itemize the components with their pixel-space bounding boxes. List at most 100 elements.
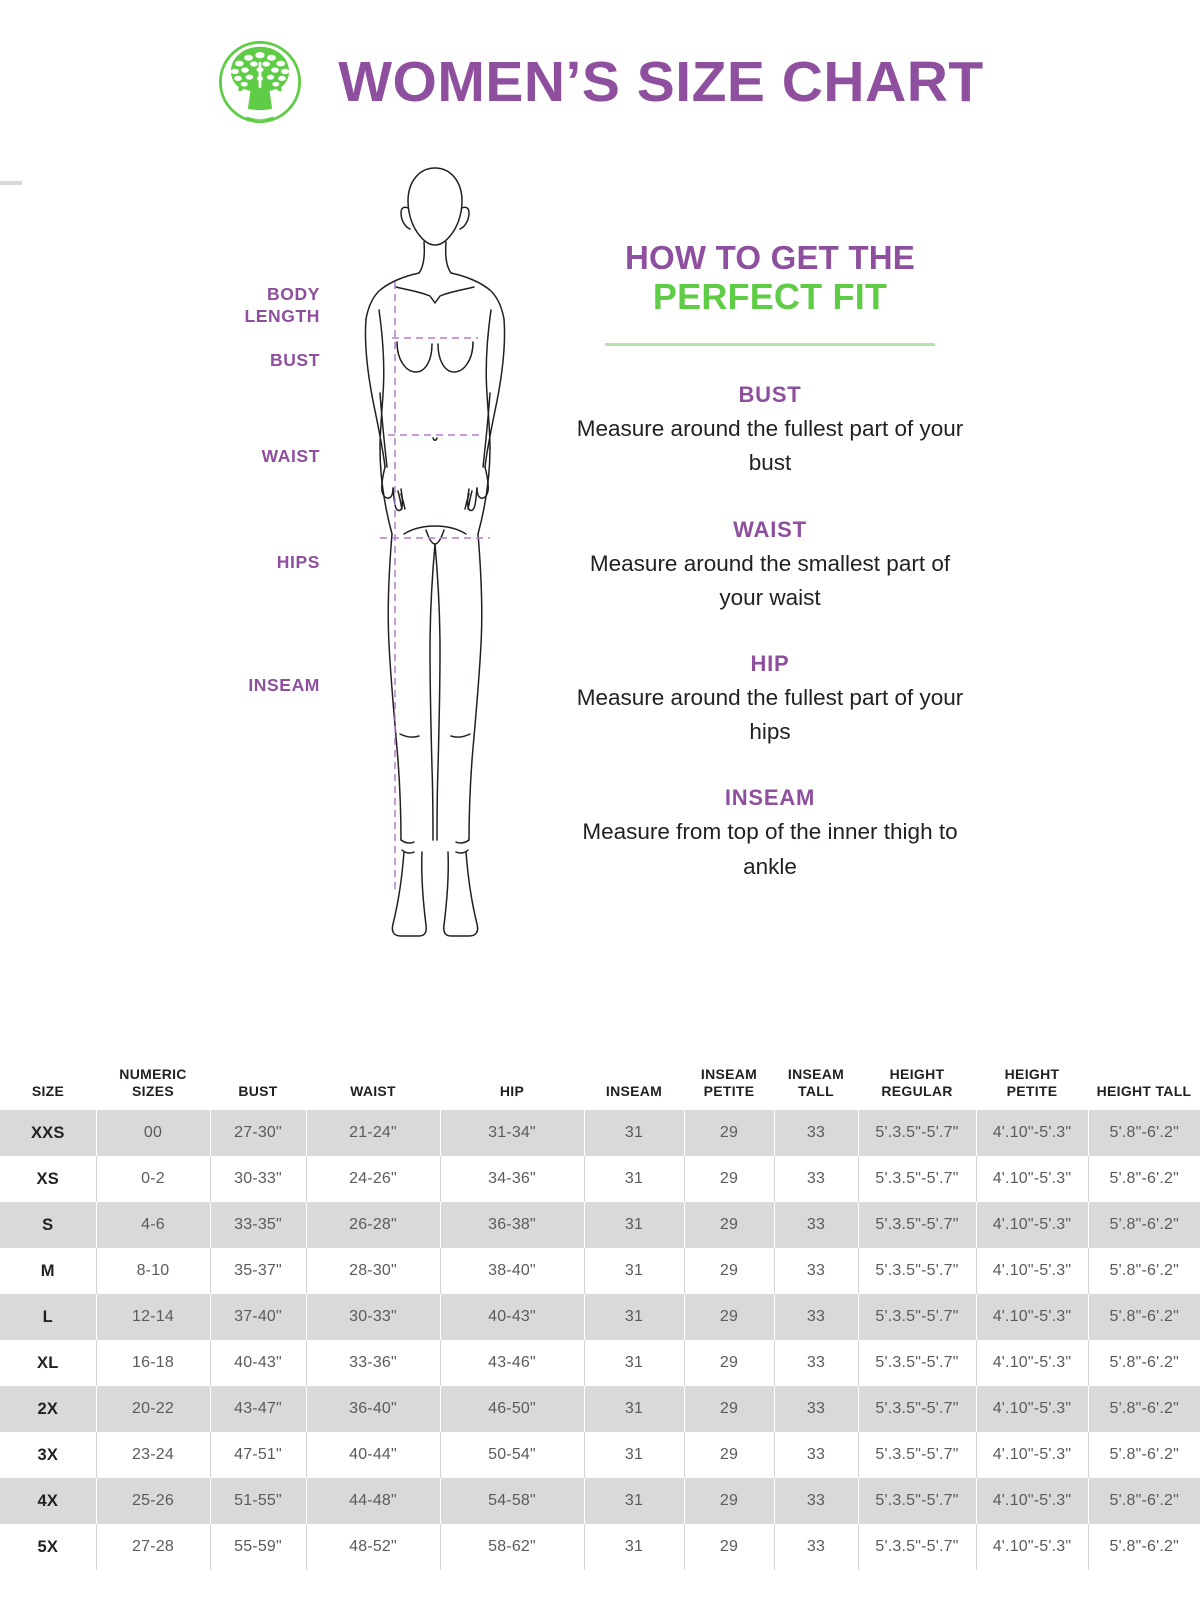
perfect-fit-panel: HOW TO GET THE PERFECT FIT BUST Measure … xyxy=(575,239,965,884)
table-cell-size: 5X xyxy=(0,1524,96,1571)
table-cell: 30-33" xyxy=(305,1294,440,1341)
fit-item-waist: WAIST Measure around the smallest part o… xyxy=(575,517,965,615)
table-cell: 29 xyxy=(683,1340,774,1387)
table-cell: 4'.10"-5'.3" xyxy=(975,1110,1088,1157)
table-row: XXS 00 27-30" 21-24" 31-34" 31 29 33 5'.3.5"-5'.… xyxy=(0,1110,1200,1157)
table-cell: 5'.8"-6'.2" xyxy=(1087,1432,1200,1479)
fit-item-text: Measure around the fullest part of your … xyxy=(576,416,964,476)
tree-logo-icon xyxy=(216,38,304,126)
table-cell: 30-33" xyxy=(209,1156,306,1203)
size-chart-table: SIZE NUMERIC SIZES BUST WAIST HIP INSEAM… xyxy=(0,1060,1200,1571)
column-header-numeric-sizes: NUMERIC SIZES xyxy=(96,1060,210,1111)
table-cell: 5'.3.5"-5'.7" xyxy=(857,1202,976,1249)
table-cell: 4'.10"-5'.3" xyxy=(975,1386,1088,1433)
table-cell-size: XS xyxy=(0,1156,96,1203)
table-cell: 33 xyxy=(773,1524,858,1571)
table-cell: 31 xyxy=(583,1432,684,1479)
figure-labels: BODY LENGTH BUST WAIST HIPS INSEAM xyxy=(160,150,320,1040)
table-cell: 34-36" xyxy=(439,1156,584,1203)
fit-item-inseam: INSEAM Measure from top of the inner thi… xyxy=(575,785,965,883)
table-row: L 12-14 37-40" 30-33" 40-43" 31 29 33 5'.3.5"-5'… xyxy=(0,1294,1200,1341)
table-cell: 31 xyxy=(583,1294,684,1341)
table-cell: 33 xyxy=(773,1110,858,1157)
heading-divider xyxy=(605,343,935,347)
table-cell: 43-47" xyxy=(209,1386,306,1433)
column-header-height-regular: HEIGHT REGULAR xyxy=(858,1060,976,1111)
figure-area: BODY LENGTH BUST WAIST HIPS INSEAM xyxy=(160,150,560,1050)
table-cell-size: XL xyxy=(0,1340,96,1387)
table-cell: 00 xyxy=(95,1110,210,1157)
fit-item-bust: BUST Measure around the fullest part of … xyxy=(575,382,965,480)
column-header-height-tall: HEIGHT TALL xyxy=(1088,1060,1200,1111)
fit-item-text: Measure around the smallest part of your… xyxy=(589,550,951,610)
table-cell: 54-58" xyxy=(439,1478,584,1525)
table-cell: 5'.8"-6'.2" xyxy=(1087,1110,1200,1157)
column-header-inseam-petite: INSEAM PETITE xyxy=(684,1060,774,1111)
table-cell-size: L xyxy=(0,1294,96,1341)
table-cell: 5'.3.5"-5'.7" xyxy=(857,1340,976,1387)
table-cell: 5'.3.5"-5'.7" xyxy=(857,1294,976,1341)
table-cell: 38-40" xyxy=(439,1248,584,1295)
table-cell: 4'.10"-5'.3" xyxy=(975,1340,1088,1387)
table-cell: 29 xyxy=(683,1110,774,1157)
table-cell: 33 xyxy=(773,1432,858,1479)
table-cell-size: XXS xyxy=(0,1110,96,1157)
table-cell: 5'.3.5"-5'.7" xyxy=(857,1386,976,1433)
table-cell: 5'.3.5"-5'.7" xyxy=(857,1432,976,1479)
column-header-waist: WAIST xyxy=(306,1060,440,1111)
table-cell: 5'.3.5"-5'.7" xyxy=(857,1478,976,1525)
table-cell: 29 xyxy=(683,1432,774,1479)
perfect-fit-heading: HOW TO GET THE PERFECT FIT xyxy=(575,239,965,317)
table-cell: 33 xyxy=(773,1156,858,1203)
figure-label-hips: HIPS xyxy=(276,552,320,572)
table-cell: 4-6 xyxy=(95,1202,210,1249)
table-cell: 29 xyxy=(683,1248,774,1295)
figure-label-inseam: INSEAM xyxy=(248,675,320,695)
table-cell: 43-46" xyxy=(439,1340,584,1387)
page-header: WOMEN’S SIZE CHART xyxy=(0,26,1200,138)
table-cell: 27-28 xyxy=(95,1524,210,1571)
table-body: XXS 00 27-30" 21-24" 31-34" 31 29 33 5'.3.5"-5'.… xyxy=(0,1110,1200,1571)
table-cell: 5'.8"-6'.2" xyxy=(1087,1202,1200,1249)
table-cell: 31 xyxy=(583,1156,684,1203)
table-cell: 5'.3.5"-5'.7" xyxy=(857,1156,976,1203)
table-row: S 4-6 33-35" 26-28" 36-38" 31 29 33 5'.3.5"-5'.7… xyxy=(0,1202,1200,1249)
table-cell: 4'.10"-5'.3" xyxy=(975,1432,1088,1479)
table-cell: 40-44" xyxy=(305,1432,440,1479)
table-cell: 33 xyxy=(773,1202,858,1249)
table-row: 2X 20-22 43-47" 36-40" 46-50" 31 29 33 5'.3.5"-5… xyxy=(0,1386,1200,1433)
table-cell: 31 xyxy=(583,1386,684,1433)
table-cell: 0-2 xyxy=(95,1156,210,1203)
table-cell: 40-43" xyxy=(209,1340,306,1387)
figure-label-body-length: BODY LENGTH xyxy=(244,284,320,326)
column-header-hip: HIP xyxy=(440,1060,584,1111)
table-cell-size: M xyxy=(0,1248,96,1295)
table-cell: 37-40" xyxy=(209,1294,306,1341)
column-header-inseam-tall: INSEAM TALL xyxy=(774,1060,858,1111)
table-cell: 31-34" xyxy=(439,1110,584,1157)
table-cell: 51-55" xyxy=(209,1478,306,1525)
table-row: M 8-10 35-37" 28-30" 38-40" 31 29 33 5'.3.5"-5'.… xyxy=(0,1248,1200,1295)
table-cell: 33 xyxy=(773,1248,858,1295)
table-cell: 12-14 xyxy=(95,1294,210,1341)
column-header-bust: BUST xyxy=(210,1060,306,1111)
table-cell: 46-50" xyxy=(439,1386,584,1433)
table-cell: 21-24" xyxy=(305,1110,440,1157)
table-cell: 5'.8"-6'.2" xyxy=(1087,1156,1200,1203)
table-cell: 35-37" xyxy=(209,1248,306,1295)
table-cell: 31 xyxy=(583,1478,684,1525)
table-cell-size: 3X xyxy=(0,1432,96,1479)
column-header-height-petite: HEIGHT PETITE xyxy=(976,1060,1088,1111)
table-cell: 28-30" xyxy=(305,1248,440,1295)
table-cell: 33 xyxy=(773,1340,858,1387)
table-cell: 47-51" xyxy=(209,1432,306,1479)
table-cell: 48-52" xyxy=(305,1524,440,1571)
fit-item-title: BUST xyxy=(738,382,802,408)
table-cell: 31 xyxy=(583,1202,684,1249)
table-cell: 33 xyxy=(773,1386,858,1433)
edge-artifact xyxy=(0,181,22,185)
fit-item-title: INSEAM xyxy=(724,785,816,811)
table-cell: 36-38" xyxy=(439,1202,584,1249)
table-cell: 25-26 xyxy=(95,1478,210,1525)
fit-item-title: HIP xyxy=(750,651,790,677)
